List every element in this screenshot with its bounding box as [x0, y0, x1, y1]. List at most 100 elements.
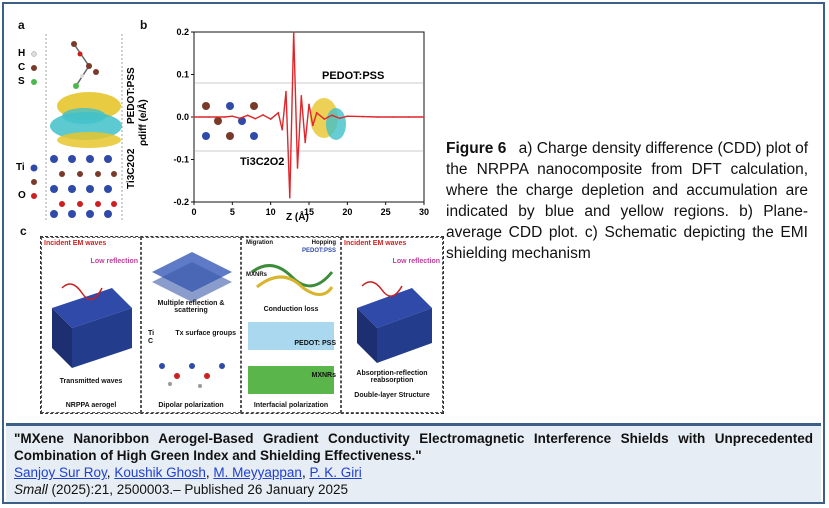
- y-tick-label: 0.0: [176, 112, 189, 122]
- cdd-data-point: [254, 117, 257, 120]
- cdd-data-point: [338, 117, 341, 120]
- y-tick-label: 0.2: [176, 27, 189, 37]
- cell1-transmitted: Transmitted waves: [59, 378, 123, 385]
- y-tick-label: -0.1: [173, 155, 189, 165]
- x-tick-label: 20: [342, 207, 352, 217]
- cell3-mxnrs2: MXNRs: [311, 372, 336, 379]
- cdd-data-point: [208, 116, 211, 118]
- ti-label: Ti3C2O2: [240, 156, 285, 168]
- atom-dot: [226, 132, 234, 140]
- panel-c-label: c: [20, 224, 27, 238]
- cell-conduction: Migration Hopping PEDOT:PSS MXNRs Conduc…: [241, 237, 341, 413]
- figure-caption: Figure 6 a) Charge density difference (C…: [446, 138, 808, 264]
- interface-bottom-layer: [248, 366, 334, 394]
- panel-a: a: [14, 14, 137, 228]
- panel-b-label: b: [140, 18, 148, 32]
- cdd-line-chart: 0 5 10 15 20 25 30 0.2 0.1 0.0 -0.1 -0.2: [173, 27, 429, 217]
- atom-dot: [202, 102, 210, 110]
- cdd-data-point: [315, 111, 318, 114]
- cdd-data-point: [308, 103, 310, 106]
- cdd-data-point: [300, 94, 303, 97]
- author-link-3[interactable]: M. Meyyappan: [213, 465, 302, 480]
- cell2-caption: Dipolar polarization: [158, 402, 224, 409]
- cell-nrppa-aerogel: Incident EM waves Low reflection Transmi…: [41, 237, 141, 413]
- cdd-data-point: [277, 111, 280, 114]
- panel-b: b 0 5 10 15 20 25 30 0.2 0.1 0.0 -0.1 -0.2 PEDOT:PS…: [136, 14, 434, 234]
- cdd-data-point: [269, 118, 272, 120]
- author-link-4[interactable]: P. K. Giri: [309, 465, 362, 480]
- cdd-data-point: [392, 116, 395, 118]
- legend-o: O: [18, 190, 26, 201]
- cell2-legend-ti: Ti: [148, 330, 155, 337]
- cdd-data-point: [193, 116, 195, 118]
- cdd-data-point: [312, 124, 314, 127]
- cell-polarization: Multiple reflection & scattering Ti C Tx…: [141, 237, 241, 413]
- x-tick-label: 25: [381, 207, 391, 217]
- cell2-legend-tx: Tx surface groups: [175, 330, 236, 337]
- cell4-low: Low reflection: [392, 258, 440, 265]
- atom-dot: [226, 102, 234, 110]
- dipole-lattice-illustration: [159, 363, 225, 388]
- cell3-caption: Interfacial polarization: [253, 402, 329, 409]
- cdd-data-point: [323, 118, 326, 120]
- reference-journal: Small (2025):21, 2500003.– Published 26 …: [14, 481, 813, 498]
- cdd-data-point: [346, 115, 349, 117]
- cell3-pedot2: PEDOT: PSS: [294, 340, 336, 347]
- cdd-data-point: [262, 114, 264, 116]
- cell4-incident: Incident EM waves: [344, 240, 407, 247]
- conduction-network-illustration: [251, 264, 334, 296]
- x-tick-label: 30: [419, 207, 429, 217]
- x-tick-label: 15: [304, 207, 314, 217]
- aerogel-block-illustration: [52, 283, 132, 368]
- cdd-data-point: [361, 115, 364, 118]
- figure-number: Figure 6: [446, 140, 507, 157]
- y-axis-label: ρdiff (e/Å): [138, 99, 149, 146]
- cell3-top: Conduction loss: [263, 306, 319, 313]
- author-link-2[interactable]: Koushik Ghosh: [114, 465, 206, 480]
- author-link-1[interactable]: Sanjoy Sur Roy: [14, 465, 107, 480]
- cdd-data-point: [285, 90, 287, 93]
- cdd-series-line: [194, 31, 424, 198]
- cdd-data-point: [289, 196, 291, 199]
- cell3-mxnrs: MXNRs: [246, 272, 268, 278]
- atom-dot: [250, 132, 258, 140]
- legend-c: C: [18, 62, 26, 73]
- cdd-data-point: [331, 114, 333, 117]
- cell3-hopping: Hopping: [311, 240, 336, 246]
- cdd-data-point: [423, 116, 425, 118]
- cdd-data-point: [246, 114, 249, 117]
- caption-text: a) Charge density difference (CDD) plot …: [446, 140, 809, 262]
- cdd-data-point: [223, 116, 226, 118]
- cdd-data-point: [407, 116, 410, 118]
- atom-dot: [214, 117, 222, 125]
- cdd-data-point: [239, 117, 241, 120]
- cell1-low: Low reflection: [90, 258, 138, 265]
- x-axis-label: Z (Å): [286, 212, 309, 223]
- journal-details: (2025):21, 2500003.– Published 26 Januar…: [47, 482, 348, 497]
- cell3-migration: Migration: [246, 240, 273, 246]
- cell2-legend-c: C: [148, 338, 154, 345]
- double-layer-illustration: [357, 281, 432, 363]
- legend-h: H: [18, 48, 26, 59]
- reference-box: "MXene Nanoribbon Aerogel-Based Gradient…: [6, 423, 821, 502]
- reference-title: "MXene Nanoribbon Aerogel-Based Gradient…: [14, 431, 813, 463]
- legend-ti: Ti: [16, 162, 25, 173]
- cell-double-layer: Incident EM waves Low reflection Absorpt…: [341, 237, 443, 413]
- y-tick-label: -0.2: [173, 197, 189, 207]
- cell3-pedot: PEDOT:PSS: [301, 248, 336, 254]
- cdd-data-point: [377, 116, 379, 118]
- cell4-mid: Absorption-reflection reabsorption: [356, 370, 428, 384]
- x-tick-label: 10: [266, 207, 276, 217]
- legend-s: S: [18, 76, 25, 87]
- pedot-label: PEDOT:PSS: [322, 70, 385, 82]
- cell1-caption: NRPPA aerogel: [65, 402, 117, 409]
- scattering-illustration: [152, 252, 232, 302]
- cdd-data-point: [292, 31, 295, 33]
- cell4-caption: Double-layer Structure: [354, 392, 430, 399]
- cell2-top: Multiple reflection & scattering: [157, 300, 225, 314]
- x-tick-label: 0: [191, 207, 196, 217]
- y-tick-label: 0.1: [176, 70, 189, 80]
- cdd-data-point: [231, 115, 234, 117]
- cdd-data-point: [296, 167, 299, 169]
- cdd-data-point: [304, 141, 306, 144]
